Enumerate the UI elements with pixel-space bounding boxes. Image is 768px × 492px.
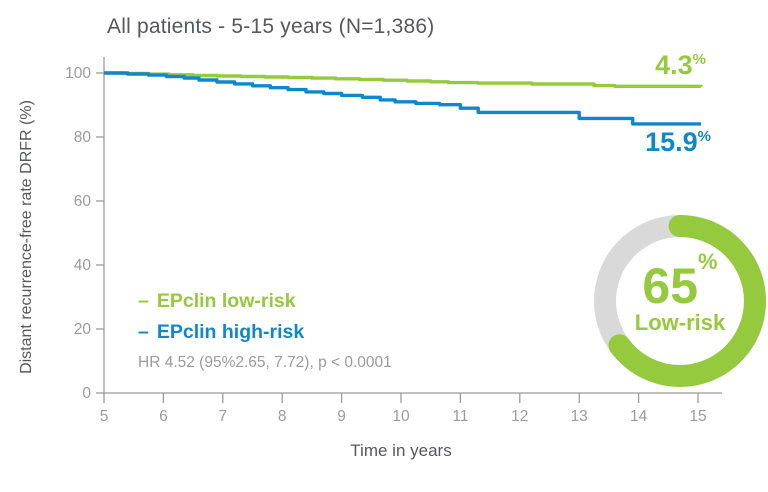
chart-title: All patients - 5-15 years (N=1,386) xyxy=(107,15,435,38)
percent-sign: % xyxy=(697,128,711,145)
series-0-curve xyxy=(104,71,703,88)
x-tick-label: 9 xyxy=(337,408,346,425)
donut-svg xyxy=(594,215,766,387)
low-risk-end-value: 4.3 xyxy=(655,50,693,80)
percent-sign: % xyxy=(698,249,718,275)
x-tick-label: 5 xyxy=(100,408,109,425)
series-1-curve xyxy=(104,71,701,126)
percent-sign: % xyxy=(692,51,706,68)
high-risk-line-swatch: – xyxy=(138,321,149,343)
legend-item-high-risk: – EPclin high-risk xyxy=(138,317,392,348)
x-tick-label: 6 xyxy=(159,408,168,425)
y-tick-label: 100 xyxy=(65,65,91,82)
y-tick-label: 40 xyxy=(74,257,92,274)
x-tick-label: 12 xyxy=(511,408,528,425)
donut-label: Low-risk xyxy=(634,310,726,335)
donut-text: 65% Low-risk xyxy=(592,213,768,389)
y-tick-label: 60 xyxy=(74,193,92,210)
legend: – EPclin low-risk – EPclin high-risk HR 4.… xyxy=(138,286,392,372)
low-risk-end-label: 4.3% xyxy=(655,50,706,81)
high-risk-end-value: 15.9 xyxy=(645,127,698,157)
low-risk-donut-chart: 65% Low-risk xyxy=(592,213,768,389)
y-tick-label: 80 xyxy=(74,129,92,146)
high-risk-end-label: 15.9% xyxy=(645,127,711,158)
legend-label-low-risk: EPclin low-risk xyxy=(156,290,296,312)
donut-percent: 65% xyxy=(642,249,718,314)
x-tick-label: 13 xyxy=(571,408,588,425)
donut-arc xyxy=(594,215,766,387)
legend-item-low-risk: – EPclin low-risk xyxy=(138,286,392,317)
hazard-ratio-annotation: HR 4.52 (95%2.65, 7.72), p < 0.0001 xyxy=(138,354,392,371)
y-tick-label: 0 xyxy=(82,385,91,402)
x-tick-label: 10 xyxy=(392,408,410,425)
x-tick-label: 14 xyxy=(630,408,648,425)
x-tick-label: 7 xyxy=(218,408,227,425)
x-tick-label: 8 xyxy=(278,408,287,425)
x-axis-label: Time in years xyxy=(350,441,452,460)
y-tick-label: 20 xyxy=(74,321,92,338)
x-tick-label: 11 xyxy=(452,408,468,425)
legend-label-high-risk: EPclin high-risk xyxy=(156,321,305,343)
low-risk-line-swatch: – xyxy=(138,290,149,312)
x-tick-label: 15 xyxy=(689,408,706,425)
